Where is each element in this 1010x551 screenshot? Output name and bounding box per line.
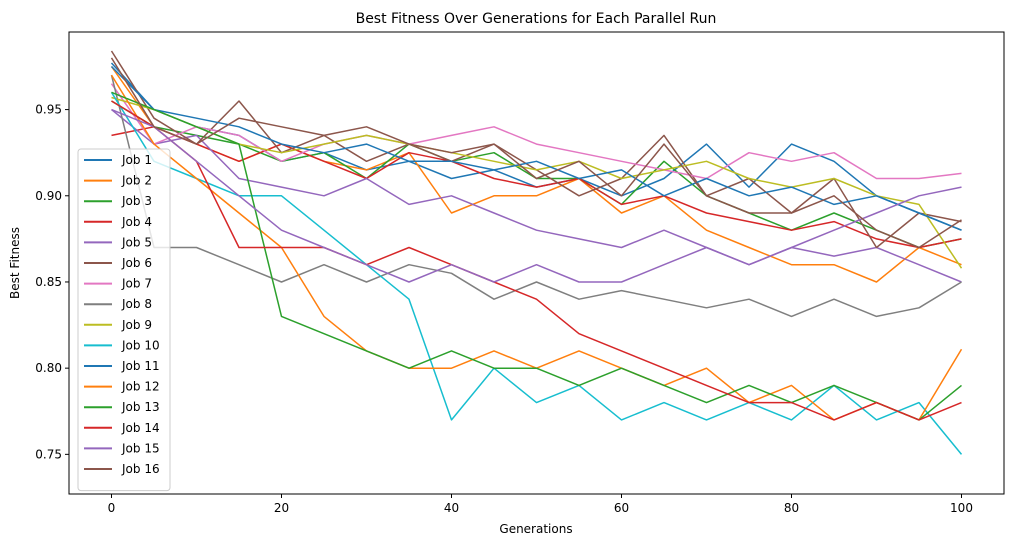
plot-lines: [110, 50, 963, 455]
x-tick-label: 0: [108, 501, 116, 515]
legend-label: Job 7: [121, 277, 152, 291]
legend-label: Job 5: [121, 235, 152, 249]
legend-label: Job 13: [121, 400, 160, 414]
series-line-3: [111, 100, 962, 249]
legend-label: Job 2: [121, 174, 152, 188]
legend-label: Job 16: [121, 462, 160, 476]
x-tick-label: 60: [614, 501, 629, 515]
series-line-14: [111, 100, 962, 421]
series-line-4: [111, 126, 962, 249]
y-tick-label: 0.80: [35, 361, 62, 375]
series-line-9: [111, 96, 963, 269]
legend-box: [77, 148, 171, 492]
x-axis-label: Generations: [499, 522, 572, 536]
series-line-2: [110, 66, 962, 283]
legend-label: Job 4: [121, 215, 152, 229]
y-axis-label: Best Fitness: [8, 227, 22, 299]
y-tick-label: 0.95: [35, 103, 62, 117]
legend: Job 1 Job 2 Job 3 Job 4 Job 5 Job 6 Job 7 Job 8…: [77, 148, 171, 492]
series-line-15: [111, 108, 962, 283]
x-tick-label: 40: [444, 501, 459, 515]
series-line-5: [111, 109, 962, 283]
legend-label: Job 12: [121, 380, 160, 394]
legend-label: Job 9: [121, 318, 152, 332]
series-line-6: [110, 50, 962, 249]
series-line-8: [110, 74, 962, 318]
series-line-7: [110, 83, 962, 180]
x-tick-label: 80: [784, 501, 799, 515]
x-tick-label: 20: [274, 501, 289, 515]
axes-frame: [68, 31, 1005, 495]
legend-label: Job 6: [121, 256, 152, 270]
y-axis-ticks: 0.75 0.80 0.85 0.90 0.95: [35, 103, 69, 461]
x-axis-ticks: 0 20 40 60 80 100: [108, 494, 973, 515]
legend-label: Job 15: [121, 441, 160, 455]
chart-title: Best Fitness Over Generations for Each P…: [356, 11, 717, 27]
series-line-10: [110, 91, 963, 455]
x-tick-label: 100: [950, 501, 973, 515]
legend-label: Job 11: [121, 359, 160, 373]
series-line-11: [110, 65, 962, 231]
legend-label: Job 3: [121, 194, 152, 208]
y-tick-label: 0.85: [35, 275, 62, 289]
y-tick-label: 0.90: [35, 189, 62, 203]
legend-label: Job 10: [121, 338, 160, 352]
legend-label: Job 8: [121, 297, 152, 311]
legend-label: Job 14: [121, 421, 160, 435]
series-line-13: [111, 91, 962, 421]
y-tick-label: 0.75: [35, 447, 62, 461]
series-line-16: [110, 57, 962, 249]
legend-label: Job 1: [121, 153, 152, 167]
